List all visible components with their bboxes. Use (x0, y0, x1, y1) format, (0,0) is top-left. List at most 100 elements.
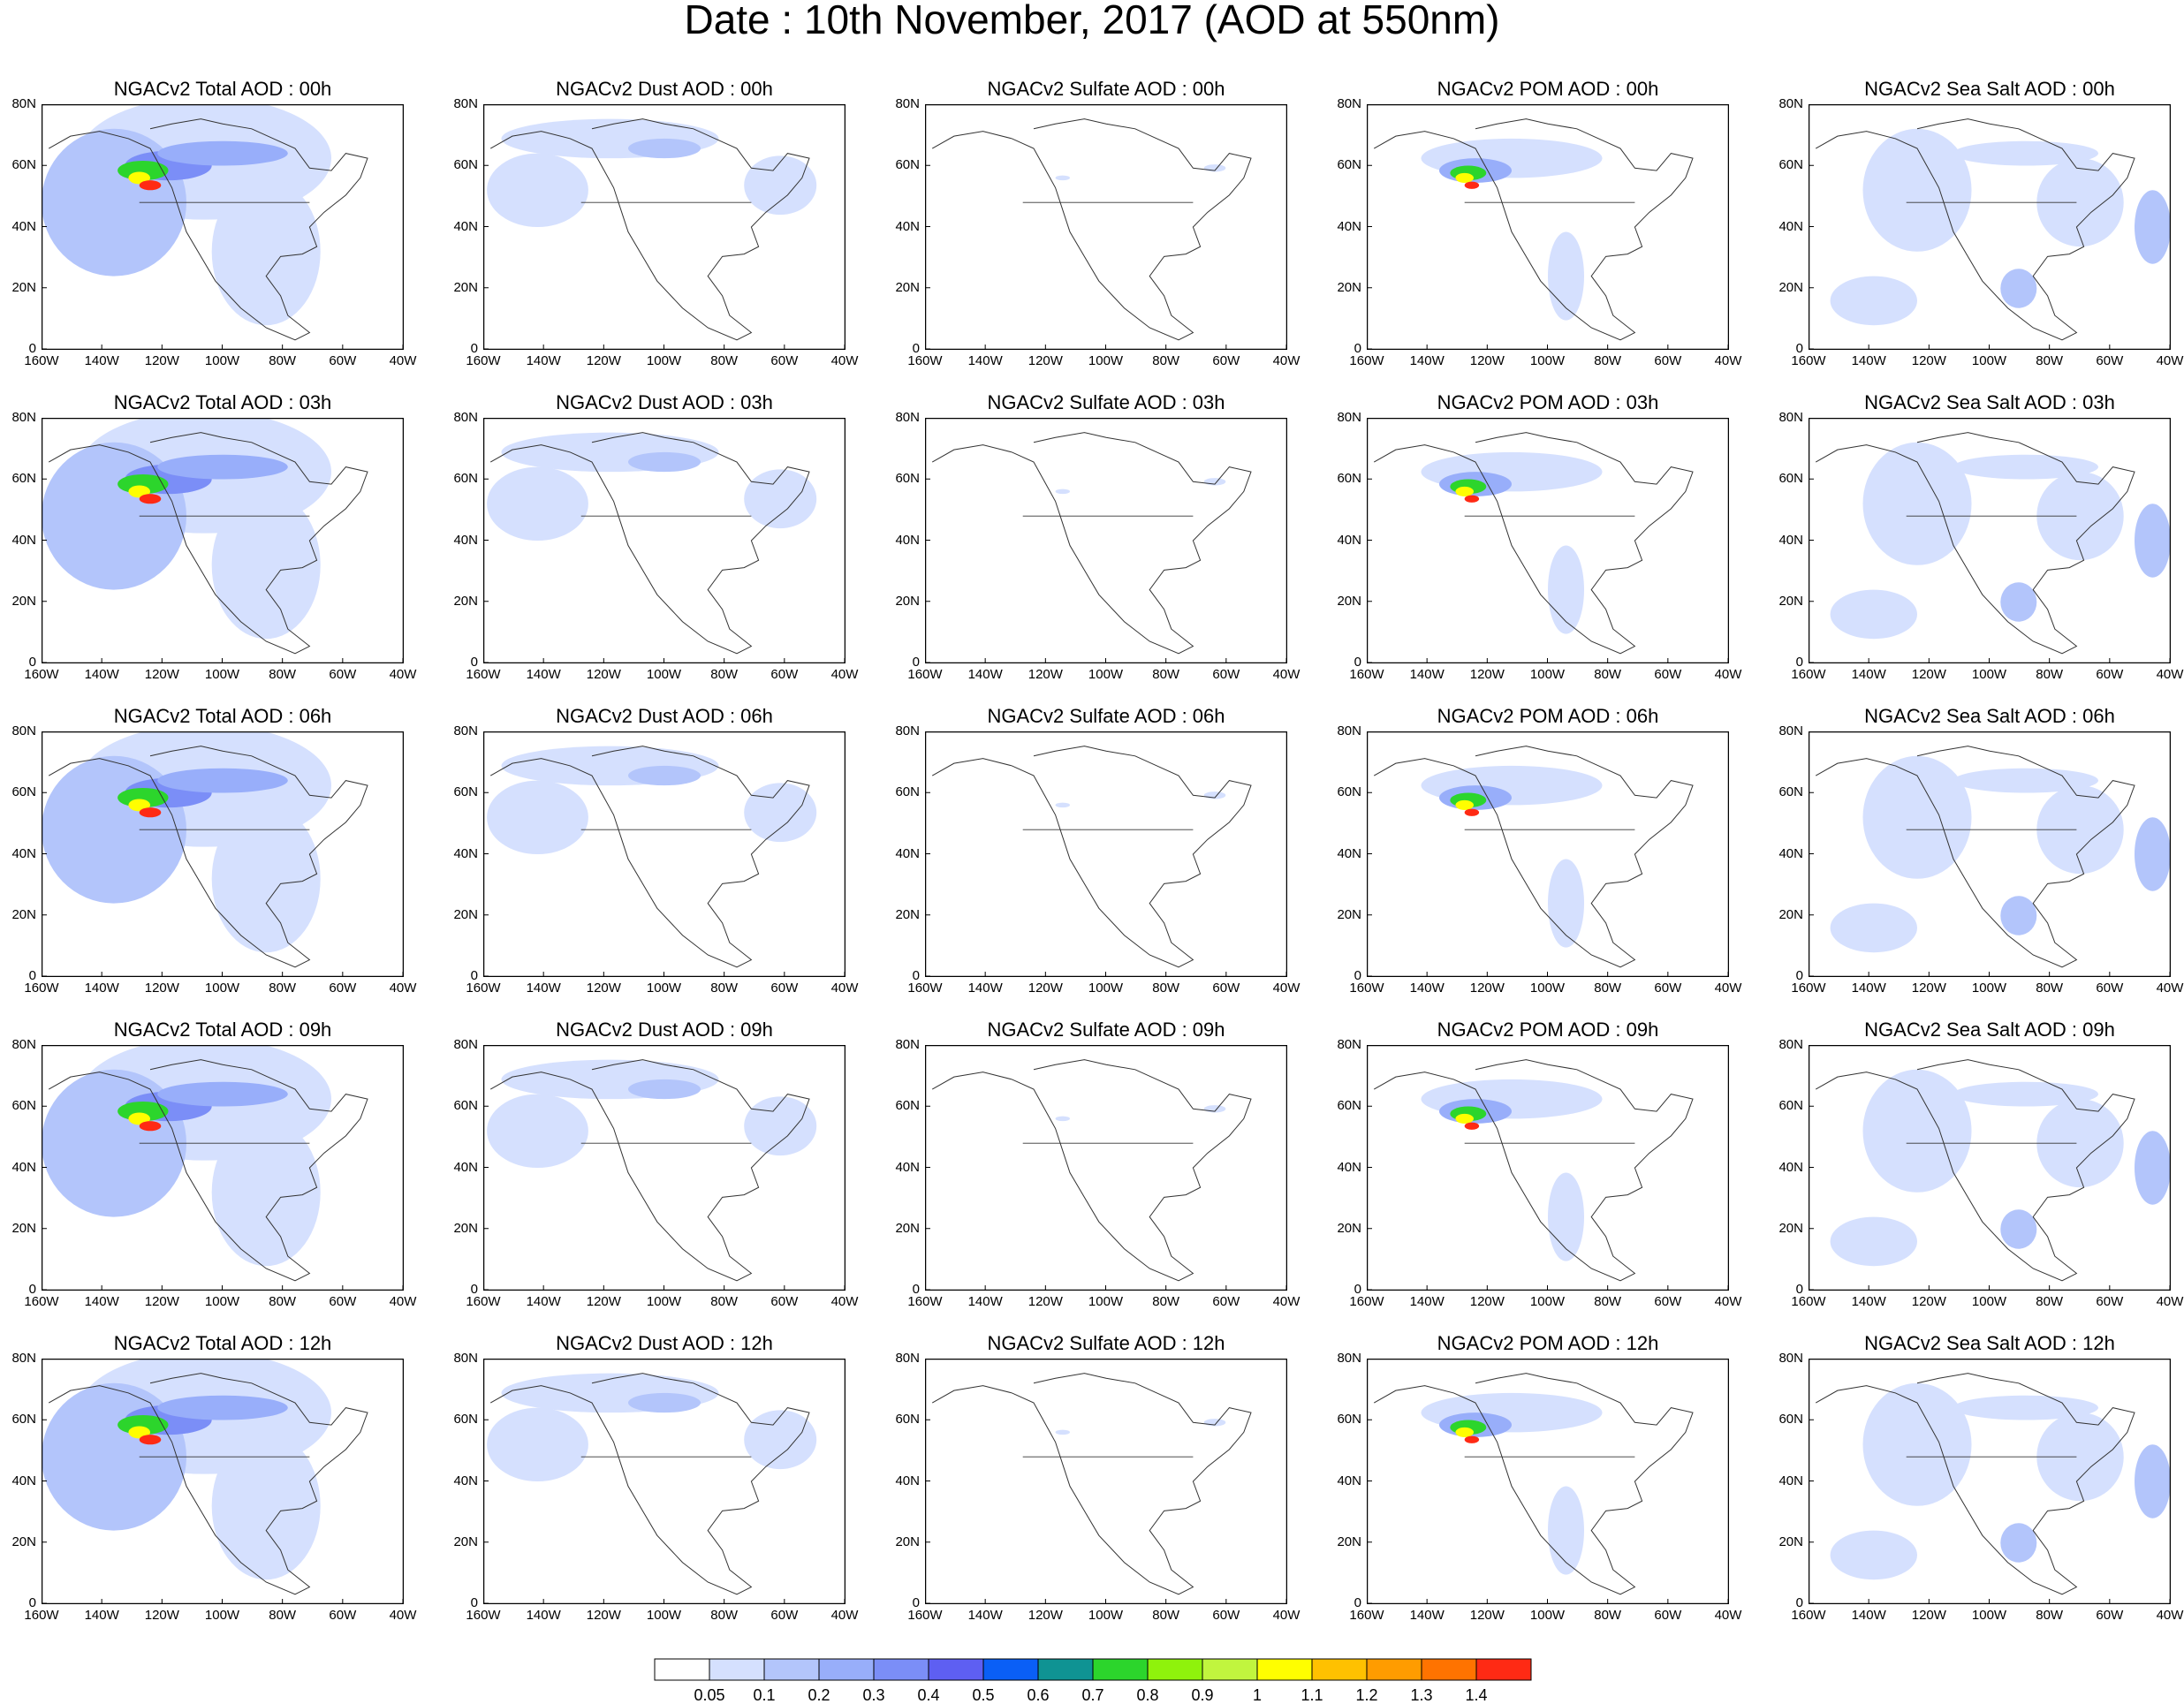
lon-label: 120W (586, 1608, 621, 1623)
lon-label: 60W (1654, 353, 1682, 368)
map-panel (483, 104, 846, 350)
lon-label: 80W (710, 667, 739, 682)
lon-label: 120W (586, 981, 621, 996)
lat-label: 20N (895, 906, 920, 922)
lat-label: 60N (1778, 157, 1803, 173)
lon-label: 140W (1409, 981, 1445, 996)
aod-field (1953, 140, 2098, 166)
lon-label: 100W (1529, 1294, 1566, 1309)
lat-label: 40N (1778, 1159, 1803, 1175)
aod-field (1055, 1429, 1070, 1435)
lon-label: 80W (2036, 1294, 2064, 1309)
lat-label: 80N (1778, 723, 1803, 738)
aod-field (1830, 1530, 1917, 1580)
colorbar-swatch (709, 1658, 765, 1681)
aod-field (1548, 859, 1584, 948)
lat-label: 0 (1354, 341, 1361, 356)
lon-label: 120W (1469, 667, 1505, 682)
colorbar-swatch (818, 1658, 875, 1681)
aod-field (744, 783, 817, 843)
coastline (489, 432, 810, 655)
lon-label: 40W (1714, 667, 1742, 682)
coastline (48, 118, 368, 341)
lat-label: 40N (1778, 1473, 1803, 1488)
lon-label: 120W (1469, 1608, 1505, 1623)
lat-label: 0 (470, 1595, 478, 1610)
lon-label: 80W (1152, 1294, 1180, 1309)
lon-label: 120W (1469, 353, 1505, 368)
lon-label: 140W (84, 667, 119, 682)
map-frame (925, 104, 1287, 350)
map-panel (1367, 418, 1729, 663)
colorbar-label: 0.6 (1027, 1686, 1050, 1704)
lat-label: 40N (1337, 1159, 1361, 1175)
colorbar-label: 0.9 (1191, 1686, 1214, 1704)
aod-field (628, 765, 701, 786)
coastline (489, 746, 810, 968)
lat-label: 40N (895, 845, 920, 861)
aod-field (1464, 1435, 1480, 1443)
lon-label: 40W (1714, 353, 1742, 368)
lon-label: 60W (329, 1608, 357, 1623)
lon-label: 80W (1594, 1608, 1622, 1623)
lon-label: 40W (389, 1294, 417, 1309)
lon-label: 60W (1654, 981, 1682, 996)
lat-label: 80N (1337, 1351, 1361, 1366)
lat-label: 60N (1778, 1098, 1803, 1114)
panel-title: NGACv2 Sea Salt AOD : 03h (1864, 391, 2115, 413)
panel-title: NGACv2 Dust AOD : 00h (556, 78, 773, 100)
lon-label: 100W (204, 1294, 240, 1309)
lat-label: 40N (895, 532, 920, 548)
lon-label: 40W (830, 353, 859, 368)
aod-field (1464, 495, 1480, 503)
aod-field (628, 451, 701, 473)
colorbar-label: 1.3 (1410, 1686, 1433, 1704)
panel-title: NGACv2 Sulfate AOD : 12h (987, 1332, 1225, 1354)
lon-label: 100W (204, 667, 240, 682)
lat-label: 0 (28, 655, 36, 670)
lat-label: 20N (1337, 593, 1361, 609)
lon-label: 120W (1911, 353, 1946, 368)
lon-label: 140W (967, 981, 1003, 996)
lon-label: 40W (1272, 353, 1301, 368)
lat-label: 0 (912, 341, 920, 356)
aod-field (628, 138, 701, 159)
aod-field (139, 180, 162, 191)
lon-label: 60W (1654, 1608, 1682, 1623)
lon-label: 40W (830, 667, 859, 682)
aod-field (2135, 190, 2171, 264)
lon-label: 100W (1971, 1608, 2007, 1623)
lon-label: 60W (2096, 1294, 2124, 1309)
lat-label: 80N (453, 723, 478, 738)
aod-field (128, 171, 150, 185)
lon-label: 100W (1529, 1608, 1566, 1623)
lat-label: 60N (1337, 1412, 1361, 1428)
lon-label: 160W (24, 1608, 59, 1623)
lon-label: 160W (1349, 981, 1384, 996)
aod-field (487, 1407, 588, 1481)
lon-label: 40W (2156, 667, 2184, 682)
lon-label: 160W (907, 981, 943, 996)
lat-label: 60N (453, 471, 478, 487)
map-panel (42, 1045, 404, 1291)
colorbar-label: 1.4 (1465, 1686, 1488, 1704)
map-frame (925, 418, 1287, 663)
lat-label: 0 (1795, 968, 1803, 983)
lat-label: 60N (895, 1098, 920, 1114)
aod-field (1953, 768, 2098, 793)
lat-label: 0 (28, 341, 36, 356)
lon-label: 140W (84, 981, 119, 996)
aod-field (1455, 1113, 1474, 1124)
lat-label: 0 (1795, 1595, 1803, 1610)
map-panel (1367, 731, 1729, 977)
map-frame (925, 1045, 1287, 1291)
colorbar-label: 1.2 (1355, 1686, 1378, 1704)
map-frame (925, 1359, 1287, 1604)
lat-label: 80N (895, 723, 920, 738)
lat-label: 60N (1778, 784, 1803, 800)
aod-field (487, 466, 588, 541)
lat-label: 40N (453, 218, 478, 234)
lon-label: 160W (1791, 1608, 1826, 1623)
aod-field (2000, 1209, 2037, 1249)
lat-label: 40N (11, 532, 36, 548)
